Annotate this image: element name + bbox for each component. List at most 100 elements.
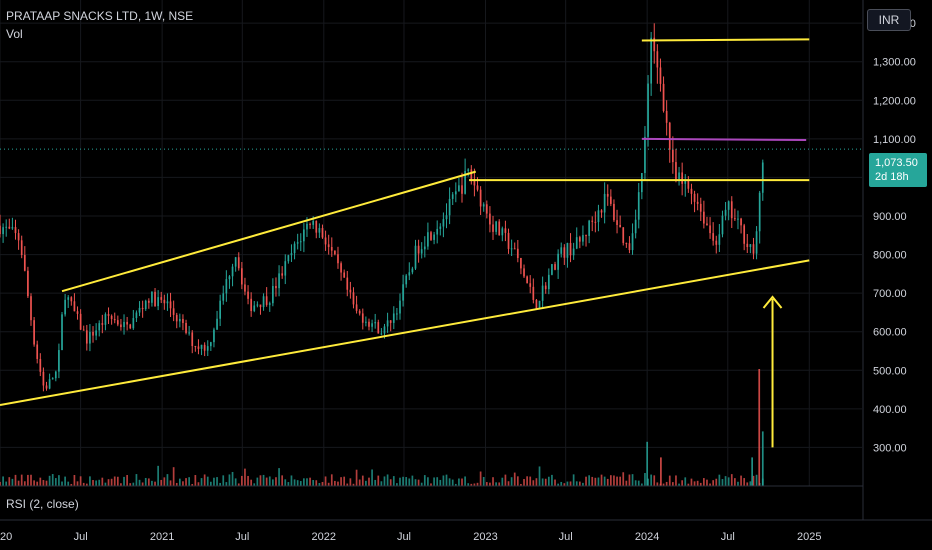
volume-bar [67, 481, 70, 486]
candle-body [163, 299, 166, 304]
price-tick-label: 500.00 [873, 365, 907, 377]
volume-bar [349, 478, 352, 486]
volume-bar [309, 477, 311, 486]
volume-bar [98, 479, 101, 486]
volume-bar [752, 475, 755, 486]
volume-bar [14, 474, 17, 486]
volume-bar [290, 475, 293, 486]
volume-bar [116, 476, 119, 486]
volume-bar [95, 480, 97, 486]
candle-body [718, 234, 721, 245]
volume-bar [278, 468, 280, 486]
volume-bar [538, 466, 541, 486]
candle-body [135, 312, 138, 319]
candle-body [209, 342, 212, 347]
volume-bar [402, 476, 404, 486]
candle-body [281, 273, 284, 276]
volume-bar [520, 483, 522, 486]
volume-bar [699, 482, 702, 486]
time-tick-label: 2023 [473, 531, 497, 543]
candle-body [547, 274, 550, 290]
candle-body [98, 323, 101, 331]
candle-body [330, 247, 333, 251]
candle-body [312, 220, 315, 225]
volume-bar [476, 482, 479, 486]
candle-body [343, 272, 346, 278]
candle-body [141, 307, 144, 310]
volume-bar [582, 482, 584, 486]
candle-body [346, 277, 349, 290]
volume-bar [337, 481, 339, 486]
candle-body [228, 276, 231, 280]
price-tick-label: 800.00 [873, 250, 907, 262]
candle-body [563, 247, 566, 258]
candle-body [724, 209, 727, 216]
candle-body [17, 233, 20, 241]
volume-bar [743, 478, 746, 486]
volume-bar [746, 482, 749, 486]
candlesticks [0, 23, 764, 392]
candle-body [532, 286, 535, 300]
volume-bar [427, 477, 429, 486]
volume-bar [693, 481, 696, 486]
candle-body [678, 172, 680, 179]
candle-body [470, 169, 473, 180]
volume-bar [374, 479, 377, 486]
volume-bar [144, 477, 147, 486]
volume-bar [504, 474, 507, 486]
volume-bar [383, 476, 386, 486]
volume-bar [284, 479, 287, 486]
volume-bar [727, 477, 730, 486]
candle-body [703, 211, 705, 224]
volume-bar [408, 478, 411, 486]
candle-body [740, 218, 742, 226]
candle-body [58, 350, 60, 372]
candle-body [600, 210, 603, 213]
volume-bar [380, 481, 383, 486]
candle-body [634, 219, 637, 234]
volume-bar [392, 476, 395, 486]
candle-body [383, 326, 386, 334]
candle-body [427, 232, 429, 247]
volume-bar [73, 474, 76, 486]
volume-bar [523, 479, 525, 486]
candle-body [554, 264, 556, 270]
candle-body [349, 289, 352, 293]
candle-body [247, 291, 249, 299]
volume-bar [433, 477, 435, 486]
volume-bar [36, 481, 39, 486]
volume-bar [495, 482, 497, 486]
time-tick-label: Jul [397, 531, 411, 543]
candle-body [582, 235, 584, 242]
volume-bar [253, 483, 256, 486]
currency-button[interactable]: INR [867, 9, 911, 31]
volume-bar [603, 476, 606, 486]
volume-bar [665, 481, 668, 486]
volume-bar [48, 475, 51, 486]
candle-body [575, 237, 578, 249]
candle-body [299, 241, 302, 243]
price-tick-label: 1,300.00 [873, 57, 916, 69]
candle-body [423, 246, 426, 250]
candle-body [160, 297, 163, 300]
volume-bar [129, 483, 132, 486]
candle-body [358, 310, 361, 314]
volume-bar [724, 476, 727, 486]
volume-bar [721, 479, 724, 486]
volume-bar [647, 478, 649, 486]
volume-bar [54, 478, 57, 486]
candle-body [510, 248, 513, 250]
time-tick-label: 2024 [635, 531, 659, 543]
volume-bar [126, 475, 128, 486]
candle-body [637, 192, 640, 220]
candle-body [647, 83, 649, 137]
volume-bar [101, 477, 104, 486]
trend-lines [0, 38, 810, 406]
candle-body [8, 226, 11, 229]
candle-body [485, 204, 488, 214]
candle-body [631, 233, 634, 251]
candle-body [73, 301, 76, 312]
candle-body [352, 292, 355, 305]
candle-body [129, 324, 132, 329]
